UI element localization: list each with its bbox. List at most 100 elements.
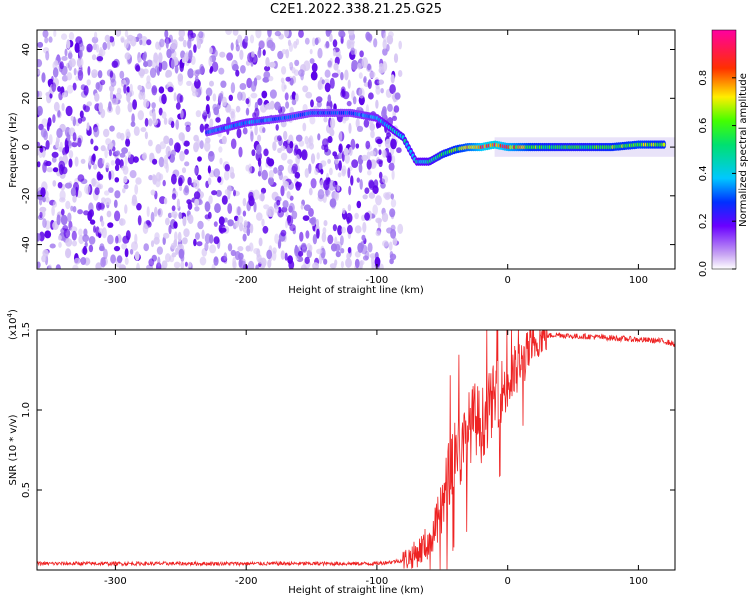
snr-x-ticks: -300 -200 -100 0 100 xyxy=(104,330,648,587)
noise-blob xyxy=(199,140,204,150)
noise-blob xyxy=(386,132,392,138)
noise-blob xyxy=(93,225,96,233)
noise-blob xyxy=(58,241,62,248)
noise-blob xyxy=(261,218,265,227)
noise-blob xyxy=(312,262,320,269)
noise-blob xyxy=(98,183,104,190)
noise-blob xyxy=(251,149,256,157)
noise-blob xyxy=(328,179,336,191)
noise-blob xyxy=(335,251,341,258)
noise-blob xyxy=(285,48,290,59)
noise-blob xyxy=(235,105,241,113)
noise-blob xyxy=(366,159,372,170)
noise-blob xyxy=(67,52,73,60)
noise-blob xyxy=(230,172,235,179)
colorbar-tick-label: 0.8 xyxy=(698,70,709,86)
noise-blob xyxy=(194,206,200,212)
noise-blob xyxy=(265,57,270,67)
noise-blob xyxy=(125,128,131,140)
noise-blob xyxy=(91,54,97,61)
noise-blob xyxy=(68,150,74,159)
noise-blob xyxy=(154,232,160,241)
noise-blob xyxy=(263,148,269,157)
noise-blob xyxy=(58,235,62,241)
noise-blob xyxy=(348,41,355,49)
noise-blob xyxy=(375,99,379,109)
noise-blob xyxy=(55,264,61,269)
noise-blob xyxy=(348,122,352,134)
colorbar-ticks: 0.0 0.2 0.4 0.6 0.8 xyxy=(698,70,736,277)
noise-blob xyxy=(165,253,171,263)
noise-blob xyxy=(320,168,324,175)
noise-blob xyxy=(165,38,169,49)
noise-blob xyxy=(82,234,90,243)
noise-blob xyxy=(193,179,200,190)
noise-blob xyxy=(72,82,77,91)
noise-blob xyxy=(354,212,359,220)
noise-blob xyxy=(378,149,382,156)
noise-blob xyxy=(138,57,142,63)
noise-blob xyxy=(388,162,395,171)
noise-blob xyxy=(356,177,360,183)
noise-blob xyxy=(236,128,242,139)
noise-blob xyxy=(195,232,200,240)
noise-blob xyxy=(288,62,293,68)
noise-blob xyxy=(299,231,304,242)
noise-blob xyxy=(79,110,84,119)
noise-blob xyxy=(144,117,149,127)
noise-blob xyxy=(364,250,370,260)
noise-blob xyxy=(209,80,214,87)
noise-blob xyxy=(310,216,317,226)
noise-blob xyxy=(158,173,164,181)
noise-blob xyxy=(142,68,149,75)
noise-blob xyxy=(257,258,264,264)
noise-blob xyxy=(344,153,350,164)
noise-blob xyxy=(371,255,375,267)
noise-blob xyxy=(396,147,402,154)
noise-blob xyxy=(227,243,233,252)
noise-blob xyxy=(322,227,327,235)
noise-blob xyxy=(340,35,344,44)
noise-blob xyxy=(150,211,155,223)
noise-blob xyxy=(348,185,352,196)
noise-blob xyxy=(70,226,78,233)
noise-blob xyxy=(49,243,56,249)
noise-blob xyxy=(225,30,232,35)
noise-blob xyxy=(65,105,73,117)
noise-blob xyxy=(93,126,100,138)
noise-blob xyxy=(330,129,335,137)
noise-blob xyxy=(44,230,52,239)
noise-blob xyxy=(281,81,286,93)
noise-blob xyxy=(56,128,63,138)
noise-blob xyxy=(368,180,375,190)
x-tick-label: 0 xyxy=(505,275,511,286)
noise-blob xyxy=(151,102,156,109)
noise-blob xyxy=(52,114,56,124)
noise-blob xyxy=(239,222,244,232)
noise-blob xyxy=(86,122,90,131)
noise-blob xyxy=(242,197,247,207)
noise-blob xyxy=(69,58,76,68)
noise-blob xyxy=(130,121,136,127)
noise-blob xyxy=(72,195,77,203)
noise-blob xyxy=(223,252,228,262)
noise-blob xyxy=(91,36,99,44)
noise-blob xyxy=(268,176,274,186)
y-tick-label: 0.5 xyxy=(21,482,32,498)
noise-blob xyxy=(304,256,310,265)
noise-blob xyxy=(194,75,199,82)
noise-blob xyxy=(165,217,170,226)
noise-blob xyxy=(364,212,370,221)
noise-blob xyxy=(183,140,190,147)
colorbar-tick-label: 0.6 xyxy=(698,118,709,134)
noise-blob xyxy=(106,39,111,50)
noise-blob xyxy=(263,204,270,210)
noise-blob xyxy=(382,106,387,115)
noise-blob xyxy=(350,138,356,150)
noise-blob xyxy=(309,116,316,125)
noise-blob xyxy=(168,224,172,235)
noise-blob xyxy=(188,261,192,268)
noise-blob xyxy=(398,70,403,77)
noise-blob xyxy=(198,31,204,39)
noise-blob xyxy=(288,202,295,213)
